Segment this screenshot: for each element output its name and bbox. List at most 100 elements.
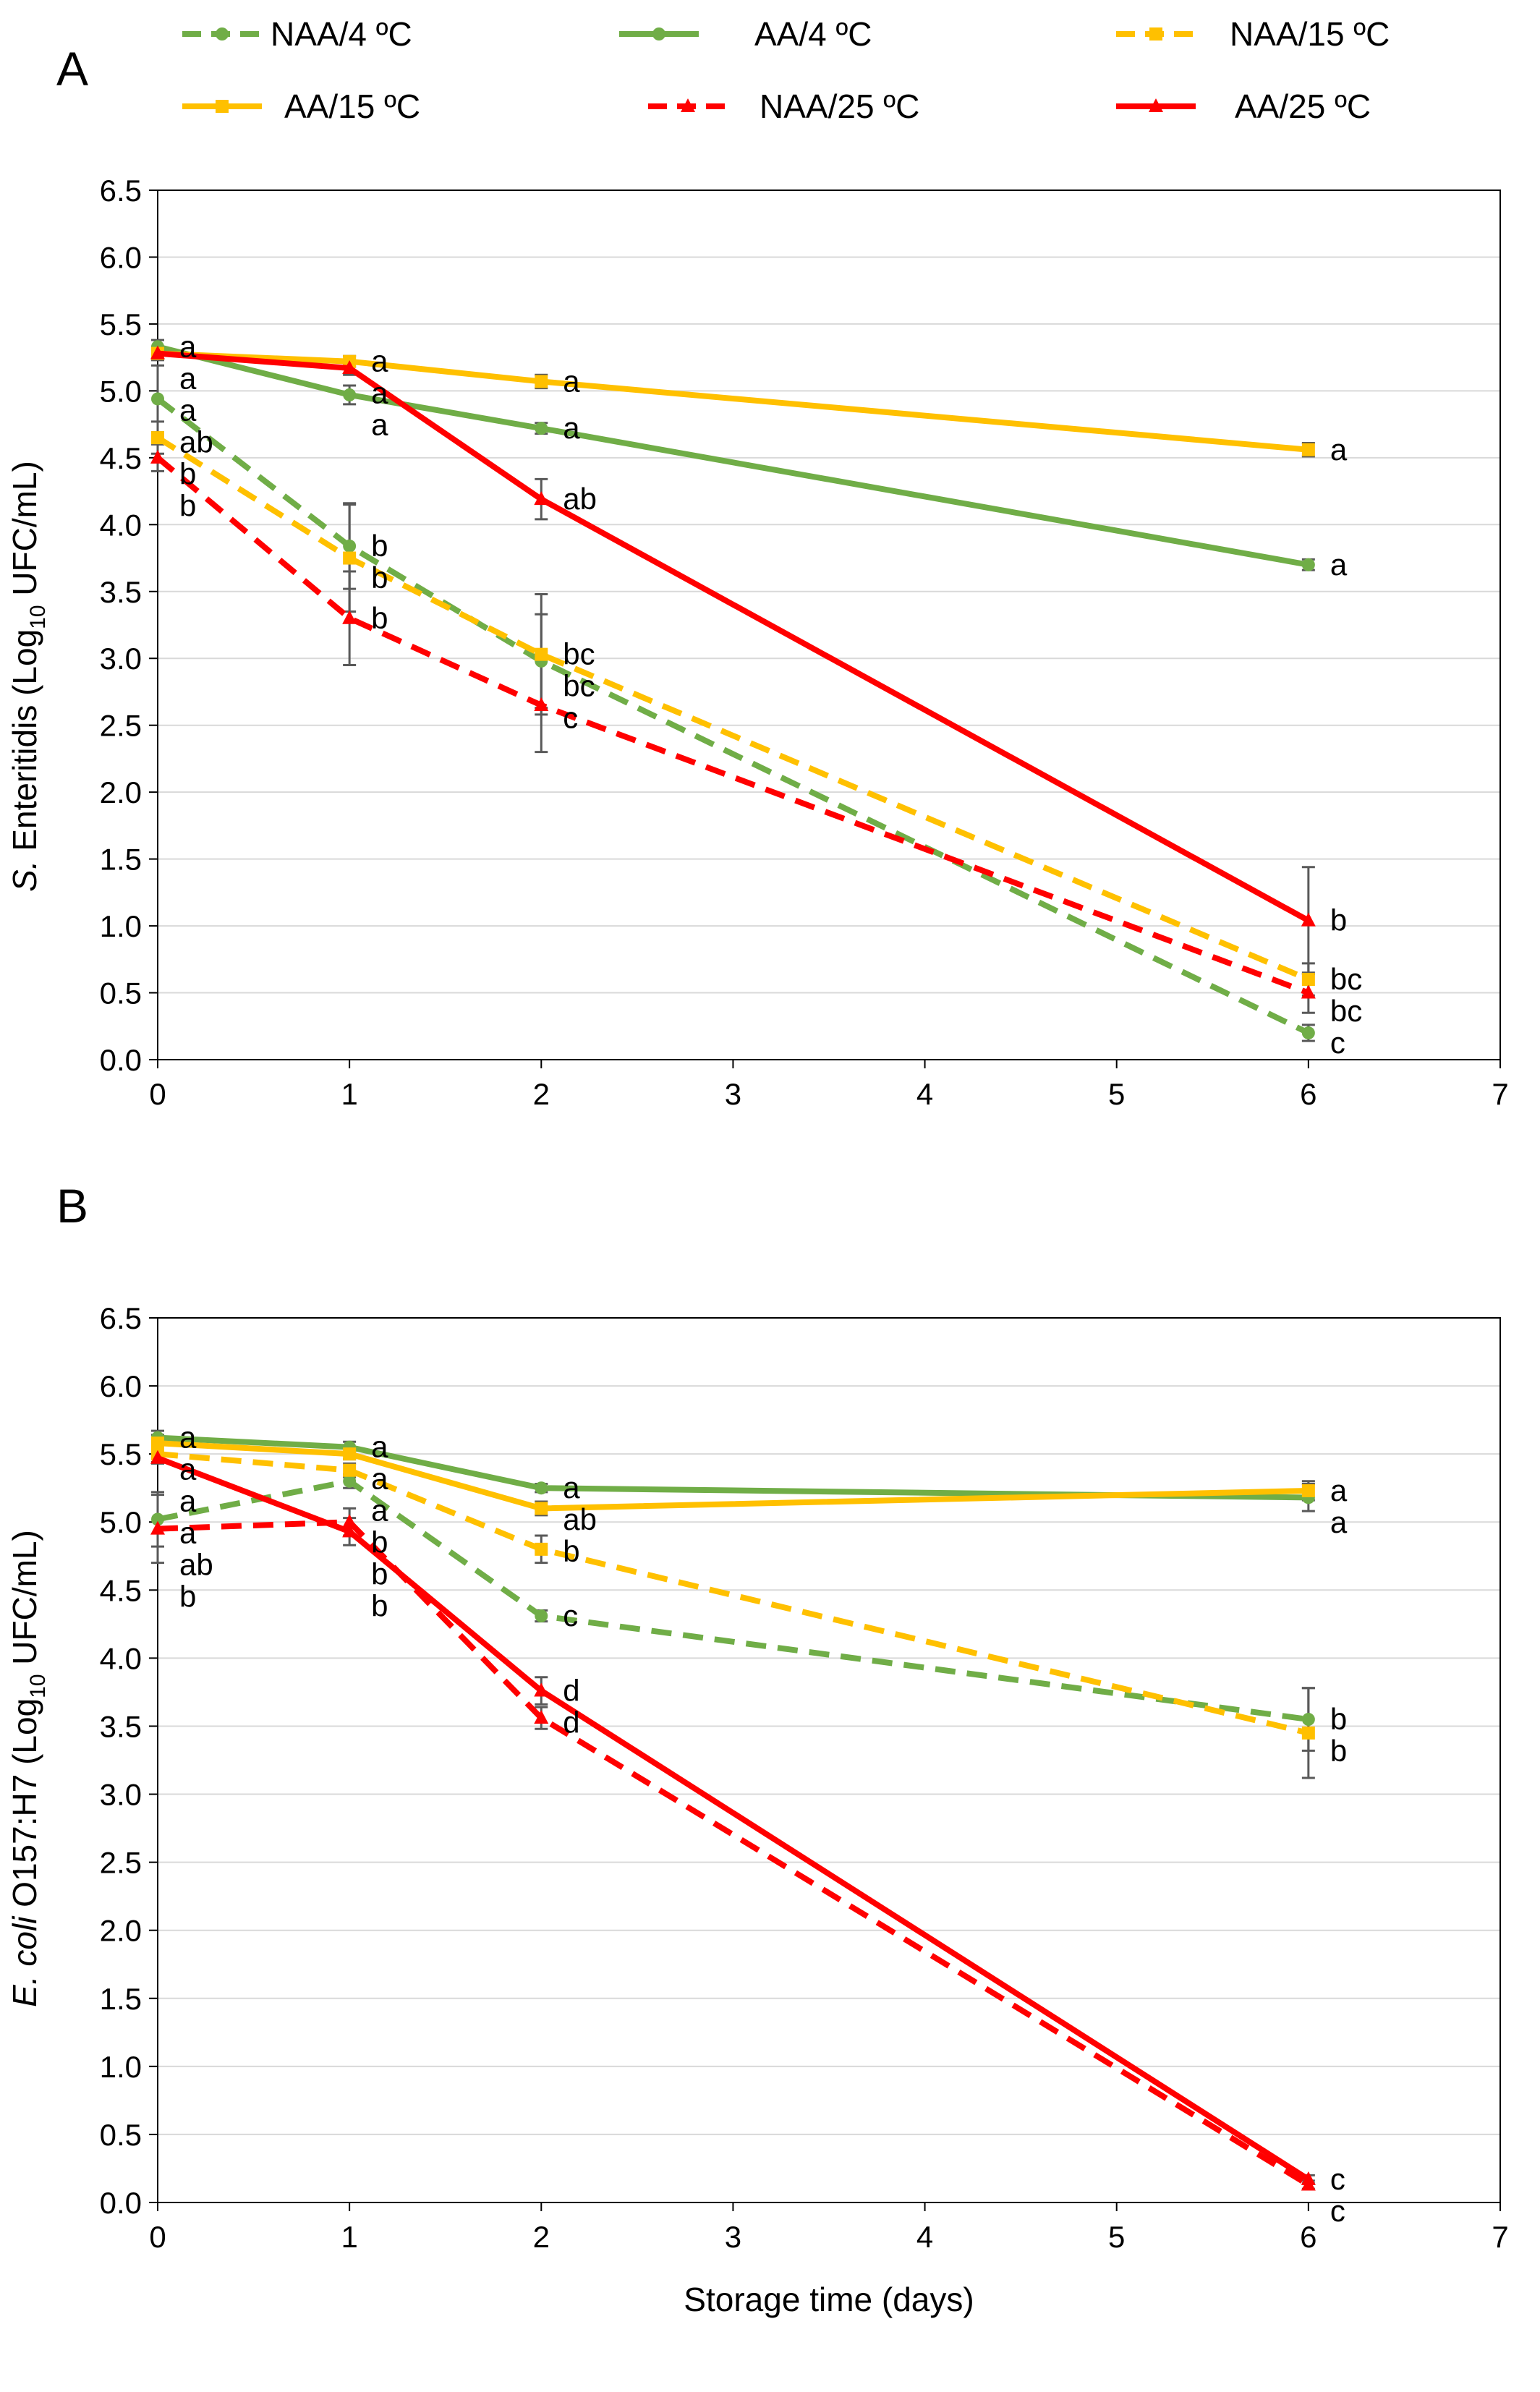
significance-label-naa15: a xyxy=(179,1484,197,1518)
significance-label-aa4: a xyxy=(563,411,580,445)
y-tick-label: 3.0 xyxy=(100,1778,142,1812)
x-axis-title: Storage time (days) xyxy=(684,2281,974,2318)
series-line-aa15 xyxy=(157,350,1309,453)
y-tick-label: 6.0 xyxy=(100,1369,142,1403)
significance-label-naa15: bc xyxy=(1330,962,1362,996)
significance-label-aa25: a xyxy=(371,376,388,410)
series-line-aa15 xyxy=(157,1440,1309,1512)
data-point-naa15 xyxy=(535,647,548,661)
significance-label-naa15: a xyxy=(371,1494,388,1528)
significance-label-aa4: a xyxy=(371,408,388,442)
data-point-aa25 xyxy=(342,1523,357,1538)
y-tick-label: 5.0 xyxy=(100,374,142,408)
legend-marker-naa15 xyxy=(1149,27,1162,41)
y-tick-label: 1.5 xyxy=(100,843,142,877)
plot-frame xyxy=(157,1317,1501,2203)
significance-label-aa15: ab xyxy=(563,1502,597,1536)
significance-label-naa25: c xyxy=(563,701,578,735)
data-point-aa15 xyxy=(343,1447,357,1461)
legend-label-naa4: NAA/4 ºC xyxy=(271,15,412,53)
data-point-aa4 xyxy=(535,1481,548,1495)
data-point-aa15 xyxy=(1301,443,1315,456)
significance-label-naa4: bc xyxy=(563,669,595,703)
legend-label-aa25: AA/25 ºC xyxy=(1235,88,1371,125)
significance-label-naa25: b xyxy=(179,1580,196,1614)
legend: NAA/4 ºC AA/4 ºC NAA/15 ºC AA/15 ºC NAA/25 º… xyxy=(182,15,1390,125)
legend-entry-naa25: NAA/25 ºC xyxy=(648,88,919,125)
data-point-naa25 xyxy=(1301,984,1316,999)
data-point-naa4 xyxy=(151,392,164,406)
y-tick-label: 2.0 xyxy=(100,1914,142,1948)
series-line-naa15 xyxy=(156,435,1310,982)
y-axis-title-italic: S. xyxy=(6,860,43,891)
y-tick-label: 5.5 xyxy=(100,307,142,341)
series-line-naa15 xyxy=(157,1451,1309,1736)
y-tick-label: 3.5 xyxy=(100,1709,142,1743)
data-point-aa15 xyxy=(1301,1484,1315,1497)
significance-label-naa25: d xyxy=(563,1706,579,1740)
data-point-naa25 xyxy=(534,697,549,711)
series-line-aa4 xyxy=(157,1434,1309,1501)
significance-label-aa15: a xyxy=(1330,1473,1348,1507)
legend-entry-aa4: AA/4 ºC xyxy=(619,15,872,53)
significance-label-aa15: a xyxy=(179,1452,197,1486)
data-point-aa15 xyxy=(535,375,548,388)
data-point-naa15 xyxy=(1301,973,1315,987)
y-tick-label: 6.5 xyxy=(100,174,142,208)
series-line-aa25 xyxy=(156,1455,1311,2182)
significance-label-aa4: a xyxy=(563,1470,580,1504)
significance-label-naa25: b xyxy=(371,1589,388,1623)
data-point-aa4 xyxy=(1301,558,1315,571)
significance-label-naa4: ab xyxy=(179,425,213,459)
significance-label-naa25: c xyxy=(1330,2194,1345,2228)
y-axis-title-italic: E. coli xyxy=(6,1915,43,2007)
data-point-naa4 xyxy=(535,1609,548,1623)
data-point-aa25 xyxy=(1301,912,1316,927)
legend-label-aa15: AA/15 ºC xyxy=(284,88,420,125)
legend-marker-aa15 xyxy=(216,100,229,113)
y-tick-label: 6.5 xyxy=(100,1301,142,1335)
significance-label-aa25: d xyxy=(563,1674,579,1708)
series-line-aa4 xyxy=(157,344,1309,568)
x-tick-label: 4 xyxy=(916,2220,933,2254)
y-axis-title: S. Enteritidis (Log10 UFC/mL) xyxy=(6,461,50,892)
x-tick-label: 4 xyxy=(916,1077,933,1111)
data-point-naa15 xyxy=(151,431,164,445)
significance-label-aa25: b xyxy=(1330,903,1347,937)
x-tick-label: 1 xyxy=(341,2220,357,2254)
significance-label-aa25: a xyxy=(179,393,197,427)
y-tick-label: 4.0 xyxy=(100,508,142,542)
data-point-naa4 xyxy=(151,1512,164,1526)
x-tick-label: 1 xyxy=(341,1077,357,1111)
x-tick-label: 2 xyxy=(533,2220,550,2254)
legend-entry-aa25: AA/25 ºC xyxy=(1116,88,1371,125)
y-tick-label: 2.0 xyxy=(100,775,142,809)
data-point-naa15 xyxy=(343,551,357,565)
significance-label-naa15: b xyxy=(563,1534,579,1568)
significance-label-aa25: a xyxy=(179,1516,197,1550)
y-tick-label: 3.0 xyxy=(100,642,142,676)
significance-label-aa15: a xyxy=(563,364,580,398)
significance-label-naa4: b xyxy=(1330,1702,1347,1736)
x-tick-label: 7 xyxy=(1492,1077,1508,1111)
data-point-naa25 xyxy=(534,1710,549,1724)
significance-label-aa15: a xyxy=(371,344,388,378)
legend-marker-aa4 xyxy=(652,27,665,41)
data-point-aa25 xyxy=(534,1682,549,1697)
significance-label-aa4: a xyxy=(1330,548,1348,582)
legend-label-naa15: NAA/15 ºC xyxy=(1230,15,1390,53)
x-tick-label: 3 xyxy=(725,1077,741,1111)
data-point-aa25 xyxy=(150,1450,165,1464)
y-tick-label: 0.0 xyxy=(100,2186,142,2220)
x-tick-label: 6 xyxy=(1300,2220,1316,2254)
significance-label-naa4: ab xyxy=(179,1548,213,1582)
x-tick-label: 5 xyxy=(1108,1077,1125,1111)
y-axis-title-main: O157:H7 (Log xyxy=(6,1698,43,1917)
significance-label-naa4: c xyxy=(563,1599,578,1633)
y-axis-title-sub: 10 xyxy=(26,1674,50,1698)
y-tick-label: 1.0 xyxy=(100,909,142,943)
significance-label-aa15: a xyxy=(1330,433,1348,467)
data-point-aa25 xyxy=(342,359,357,374)
significance-label-aa15: a xyxy=(371,1462,388,1496)
data-point-aa4 xyxy=(535,422,548,435)
